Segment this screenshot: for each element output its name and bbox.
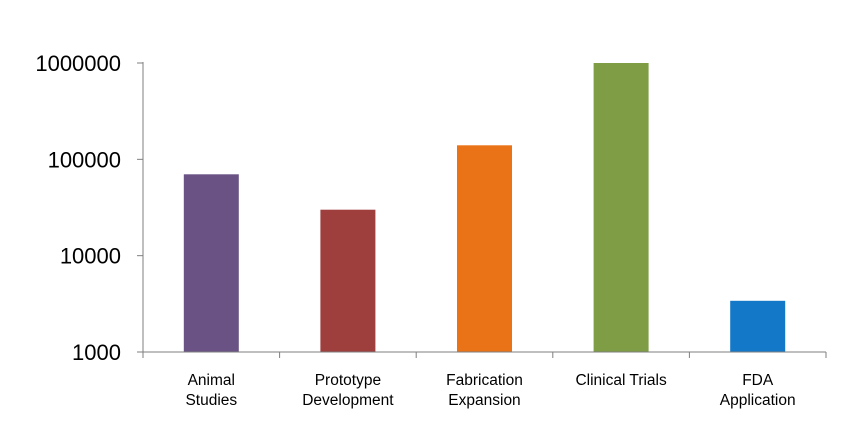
x-tick-label-4: FDA Application	[720, 372, 796, 409]
bar-0	[183, 174, 239, 352]
axes-group	[142, 62, 826, 353]
y-axis-ticks: 1000 10000 100000 1000000	[35, 51, 143, 365]
bar-1	[320, 209, 376, 352]
bar-2	[457, 145, 512, 352]
x-axis-ticks: Animal Studies Prototype Development Fabrica…	[142, 352, 827, 409]
x-tick-label-2: Fabrication Expansion	[446, 372, 523, 409]
bar-3	[593, 63, 649, 352]
x-tick-label-3: Clinical Trials	[575, 372, 667, 389]
y-tick-label-0: 1000	[72, 340, 121, 365]
y-tick-label-3: 1000000	[35, 51, 121, 76]
y-tick-label-2: 100000	[48, 147, 121, 172]
y-tick-label-1: 10000	[60, 244, 121, 269]
x-tick-label-0: Animal Studies	[185, 372, 237, 409]
bars-group	[183, 63, 786, 352]
bar-4	[730, 300, 786, 352]
x-tick-label-1: Prototype Development	[302, 372, 394, 409]
